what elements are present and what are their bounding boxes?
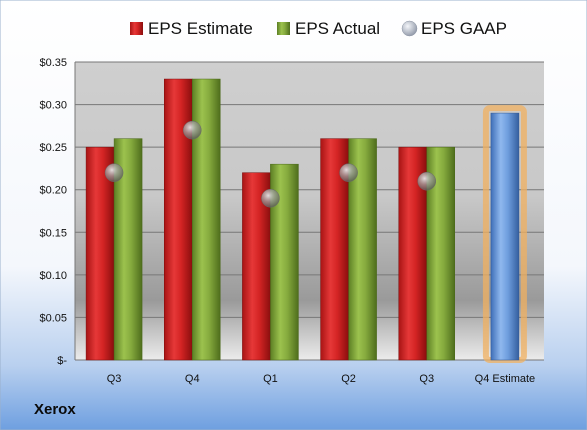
- x-tick-label: Q1: [263, 373, 278, 385]
- point-eps-gaap: [339, 163, 358, 182]
- point-eps-gaap: [261, 188, 280, 208]
- point-eps-gaap: [417, 171, 436, 191]
- x-tick-label: Q2: [341, 373, 356, 385]
- y-tick-label: $0.20: [39, 185, 67, 197]
- point-eps-gaap: [183, 120, 202, 140]
- x-tick-label: Q4 Estimate: [475, 373, 536, 385]
- x-tick-label: Q3: [419, 373, 434, 385]
- point-eps-gaap: [104, 163, 124, 182]
- bars: [85, 78, 527, 364]
- legend-swatch: [277, 22, 290, 35]
- x-tick-label: Q4: [185, 373, 200, 385]
- company-name: Xerox: [34, 401, 76, 418]
- legend-label: EPS Estimate: [148, 19, 253, 38]
- y-tick-label: $0.05: [39, 312, 67, 324]
- gridlines: [75, 61, 544, 361]
- bar-eps-estimate: [164, 78, 193, 361]
- legend: EPS Estimate EPS Actual EPS GAAP: [130, 19, 507, 38]
- bar-eps-estimate: [85, 146, 115, 361]
- bar-eps-forecast: [490, 112, 520, 361]
- legend-label: EPS Actual: [295, 19, 380, 38]
- legend-swatch: [130, 22, 143, 35]
- plot-area: [75, 62, 544, 360]
- y-tick-label: $0.25: [39, 142, 67, 154]
- y-tick-label: $0.15: [39, 227, 67, 239]
- y-tick-label: $0.35: [39, 57, 67, 69]
- legend-label: EPS GAAP: [421, 19, 507, 38]
- x-axis: Q3 Q4 Q1 Q2 Q3 Q4 Estimate: [107, 373, 535, 385]
- bar-eps-actual: [192, 78, 221, 361]
- y-tick-label: $0.30: [39, 100, 67, 112]
- legend-swatch: [401, 20, 418, 37]
- y-tick-label: $-: [57, 355, 67, 367]
- y-axis: $- $0.05 $0.10 $0.15 $0.20 $0.25 $0.30 $0.35: [39, 57, 76, 367]
- y-tick-label: $0.10: [39, 270, 67, 282]
- x-tick-label: Q3: [107, 373, 122, 385]
- gaap-markers: [104, 120, 436, 208]
